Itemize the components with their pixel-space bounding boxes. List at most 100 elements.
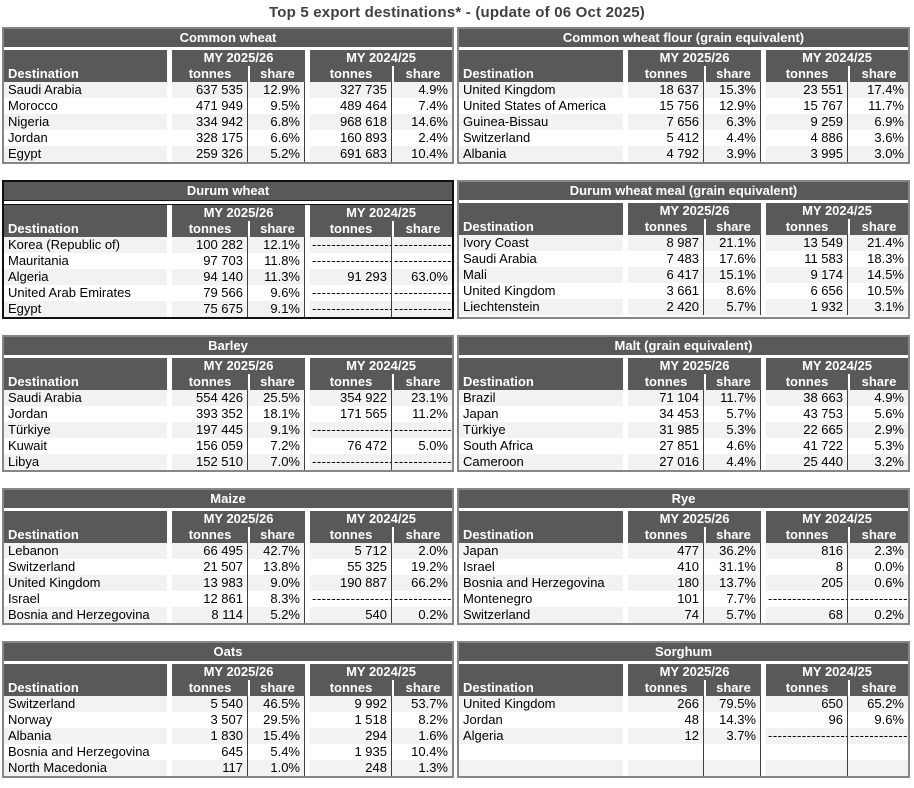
period-header-row: MY 2025/26 MY 2024/25 — [4, 664, 452, 680]
tonnes-cell: ----------------- — [766, 728, 848, 744]
tonnes-cell — [766, 760, 848, 776]
period-label: MY 2024/25 — [310, 358, 452, 374]
column-spacer — [623, 50, 628, 66]
destination-cell: Switzerland — [4, 696, 167, 712]
share-cell: 4.6% — [704, 438, 761, 454]
destination-header: Destination — [459, 374, 623, 390]
destination-cell: Egypt — [4, 146, 167, 162]
share-header: share — [248, 66, 305, 82]
table-row: Libya 152 510 7.0% ----------------- -------… — [4, 454, 452, 470]
column-spacer — [305, 82, 310, 98]
destination-cell: South Africa — [463, 438, 534, 453]
destination-cell: Albania — [4, 728, 167, 744]
column-spacer — [623, 219, 628, 235]
column-spacer — [761, 374, 766, 390]
column-spacer — [761, 511, 766, 527]
tonnes-cell: 75 675 — [172, 301, 248, 317]
tonnes-cell: 94 140 — [172, 269, 248, 285]
column-spacer — [623, 712, 628, 728]
share-cell: 65.2% — [848, 696, 908, 712]
destination-cell: Mauritania — [8, 253, 69, 268]
column-spacer — [167, 591, 172, 607]
table-row: Türkiye 31 985 5.3% 22 665 2.9% — [459, 422, 908, 438]
destination-cell: Israel — [8, 591, 40, 606]
product-table: Durum wheat MY 2025/26 MY 2024/25 Destinat… — [2, 180, 454, 319]
tonnes-cell: 4 792 — [628, 146, 704, 162]
destination-cell: Libya — [4, 454, 167, 470]
column-spacer — [761, 299, 766, 315]
column-spacer — [761, 543, 766, 559]
column-spacer — [623, 760, 628, 776]
share-cell: 11.2% — [412, 406, 448, 421]
column-spacer — [167, 114, 172, 130]
tonnes-cell: 5 412 — [628, 130, 704, 146]
column-spacer — [305, 527, 310, 543]
tonnes-cell: 6 417 — [628, 267, 704, 283]
column-spacer — [305, 390, 310, 406]
column-spacer — [305, 358, 310, 374]
destination-cell: United States of America — [463, 98, 607, 113]
column-spacer — [305, 575, 310, 591]
destinations-table: MY 2025/26 MY 2024/25 Destination tonnes sha… — [4, 664, 452, 776]
blank-header-cell — [4, 50, 167, 66]
tonnes-header: tonnes — [628, 219, 704, 235]
tonnes-cell: 9 992 — [310, 696, 392, 712]
destination-cell: Norway — [8, 712, 53, 727]
tonnes-cell: 27 016 — [628, 454, 704, 470]
share-cell: 1.3% — [392, 760, 452, 776]
column-spacer — [305, 146, 310, 162]
table-title: Durum wheat — [4, 182, 452, 201]
tonnes-cell: 12 — [628, 728, 704, 744]
column-spacer — [305, 559, 310, 575]
tonnes-cell: 5 540 — [172, 696, 248, 712]
column-spacer — [167, 406, 172, 422]
column-spacer — [623, 66, 628, 82]
column-spacer — [761, 358, 766, 374]
period-label: MY 2024/25 — [310, 664, 452, 680]
share-cell: 14.5% — [848, 267, 908, 283]
table-row: Cameroon 27 016 4.4% 25 440 3.2% — [459, 454, 908, 470]
share-cell: 17.4% — [848, 82, 908, 98]
tonnes-cell: 328 175 — [172, 130, 248, 146]
destination-cell: Lebanon — [4, 543, 167, 559]
tonnes-cell: 117 — [172, 760, 248, 776]
tonnes-cell: ----------------- — [310, 454, 392, 470]
column-spacer — [623, 559, 628, 575]
column-spacer — [761, 575, 766, 591]
tonnes-cell: 27 851 — [628, 438, 704, 454]
blank-header-cell — [4, 664, 167, 680]
table-row: United Kingdom 13 983 9.0% 190 887 66.2% — [4, 575, 452, 591]
destination-header: Destination — [459, 219, 623, 235]
share-cell: 21.4% — [848, 235, 908, 251]
table-row: Egypt 259 326 5.2% 691 683 10.4% — [4, 146, 452, 162]
tonnes-cell: 477 — [628, 543, 704, 559]
destination-cell: North Macedonia — [4, 760, 167, 776]
share-header: share — [704, 374, 761, 390]
destinations-table: MY 2025/26 MY 2024/25 Destination tonnes sha… — [459, 203, 908, 315]
share-cell: 2.4% — [418, 130, 448, 145]
share-cell: 5.4% — [248, 744, 305, 760]
period-header-row: MY 2025/26 MY 2024/25 — [4, 50, 452, 66]
table-title: Common wheat flour (grain equivalent) — [459, 29, 908, 47]
table-divider — [4, 661, 452, 664]
share-cell: 2.3% — [848, 543, 908, 559]
column-spacer — [761, 130, 766, 146]
tonnes-cell: 334 942 — [172, 114, 248, 130]
table-row: Kuwait 156 059 7.2% 76 472 5.0% — [4, 438, 452, 454]
destination-cell: Türkiye — [459, 422, 623, 438]
tonnes-cell: 1 518 — [310, 712, 392, 728]
table-row: Switzerland 21 507 13.8% 55 325 19.2% — [4, 559, 452, 575]
tonnes-header: tonnes — [766, 219, 848, 235]
share-cell: 6.8% — [248, 114, 305, 130]
share-cell: 63.0% — [392, 269, 452, 285]
tonnes-cell: 7 656 — [628, 114, 704, 130]
period-label: MY 2025/26 — [172, 205, 305, 221]
column-spacer — [623, 728, 628, 744]
tonnes-cell: 38 663 — [766, 390, 848, 406]
tonnes-cell: 3 507 — [172, 712, 248, 728]
destinations-table: MY 2025/26 MY 2024/25 Destination tonnes sha… — [4, 358, 452, 470]
tonnes-cell: 101 — [628, 591, 704, 607]
share-cell: 13.8% — [248, 559, 305, 575]
tonnes-cell: 91 293 — [310, 269, 392, 285]
share-cell: 7.7% — [704, 591, 761, 607]
